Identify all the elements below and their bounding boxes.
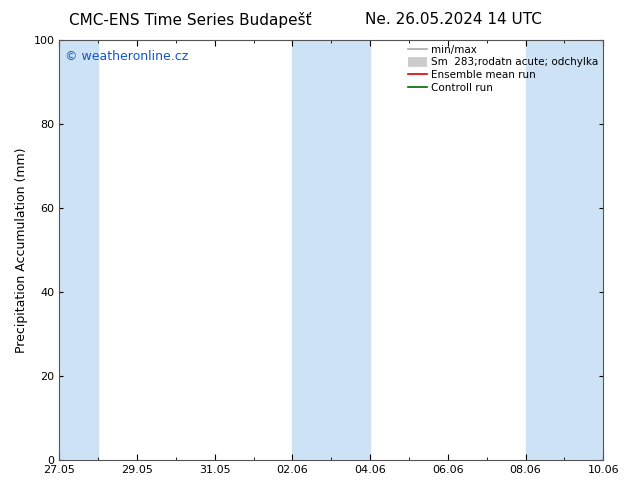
Y-axis label: Precipitation Accumulation (mm): Precipitation Accumulation (mm)	[15, 147, 28, 353]
Bar	[60, 40, 98, 460]
Text: Ne. 26.05.2024 14 UTC: Ne. 26.05.2024 14 UTC	[365, 12, 541, 27]
Legend: min/max, Sm  283;rodatn acute; odchylka, Ensemble mean run, Controll run: min/max, Sm 283;rodatn acute; odchylka, …	[406, 43, 600, 95]
Bar	[292, 40, 370, 460]
Text: © weatheronline.cz: © weatheronline.cz	[65, 50, 188, 63]
Bar	[526, 40, 603, 460]
Text: CMC-ENS Time Series Budapešť: CMC-ENS Time Series Budapešť	[69, 12, 311, 28]
